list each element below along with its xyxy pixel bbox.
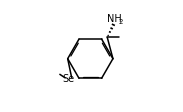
Text: 2: 2 <box>118 18 123 25</box>
Text: NH: NH <box>107 13 122 23</box>
Text: Se: Se <box>62 74 75 84</box>
